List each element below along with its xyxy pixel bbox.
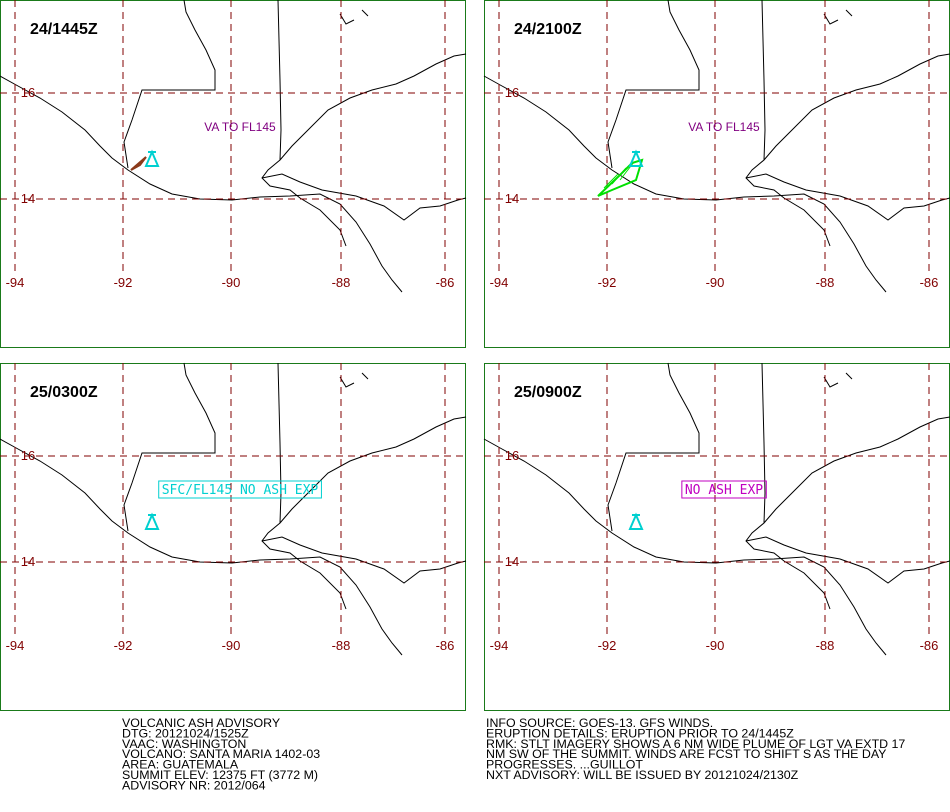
volcano-symbol — [144, 149, 160, 167]
map-panel: -94 -92 -90 -88 -86 16 14 24/2100Z VA TO FL145 — [483, 0, 950, 348]
lat-label: 14 — [21, 554, 35, 569]
lon-label: -86 — [920, 638, 939, 653]
ash-label: SFC/FL145 NO ASH EXP — [162, 483, 319, 498]
lon-label: -92 — [598, 275, 617, 290]
lon-label: -92 — [114, 275, 133, 290]
ash-label: NO ASH EXP — [685, 483, 763, 498]
advisory-line: NXT ADVISORY: WILL BE ISSUED BY 20121024… — [486, 768, 799, 782]
advisory-line: ERUPTION DETAILS: ERUPTION PRIOR TO 24/1… — [486, 726, 794, 740]
advisory-line: AREA: GUATEMALA — [122, 758, 239, 772]
volcano-symbol — [144, 512, 160, 530]
lon-label: -92 — [598, 638, 617, 653]
panel-frame — [0, 363, 466, 711]
panel-frame — [484, 363, 950, 711]
advisory-line: VOLCANIC ASH ADVISORY — [122, 716, 280, 730]
lat-label: 16 — [505, 448, 519, 463]
lon-label: -90 — [222, 275, 241, 290]
label-box — [158, 480, 322, 499]
advisory-line: NM SW OF THE SUMMIT. WINDS ARE FCST TO S… — [486, 747, 886, 761]
lon-label: -94 — [6, 275, 25, 290]
lon-label: -90 — [706, 275, 725, 290]
advisory-line: VAAC: WASHINGTON — [122, 737, 246, 751]
lon-label: -94 — [490, 638, 509, 653]
lat-label: 16 — [21, 448, 35, 463]
lat-label: 16 — [21, 85, 35, 100]
lon-label: -92 — [114, 638, 133, 653]
lat-label: 14 — [505, 191, 519, 206]
lat-label: 14 — [21, 191, 35, 206]
valid-time: 24/1445Z — [30, 21, 98, 38]
lon-label: -90 — [706, 638, 725, 653]
lon-label: -88 — [816, 638, 835, 653]
ash-hatch — [611, 167, 627, 185]
lon-label: -86 — [436, 638, 455, 653]
lon-label: -88 — [332, 638, 351, 653]
volcano-symbol — [628, 149, 644, 167]
lon-label: -94 — [6, 638, 25, 653]
lon-label: -86 — [436, 275, 455, 290]
advisory-line: VOLCANO: SANTA MARIA 1402-03 — [122, 747, 320, 761]
label-box — [681, 480, 767, 499]
valid-time: 24/2100Z — [514, 21, 582, 38]
advisory-line: ADVISORY NR: 2012/064 — [122, 778, 266, 792]
lat-label: 16 — [505, 85, 519, 100]
advisory-line: SUMMIT ELEV: 12375 FT (3772 M) — [122, 768, 318, 782]
panel-frame — [0, 0, 466, 348]
panel-frame — [484, 0, 950, 348]
ash-label: VA TO FL145 — [204, 120, 276, 134]
map-panel: -94 -92 -90 -88 -86 16 14 25/0300Z SFC/FL145 NO … — [0, 362, 467, 711]
lon-label: -90 — [222, 638, 241, 653]
ash-label: VA TO FL145 — [688, 120, 760, 134]
advisory-line: INFO SOURCE: GOES-13. GFS WINDS. — [486, 716, 713, 730]
valid-time: 25/0300Z — [30, 384, 98, 401]
lon-label: -88 — [332, 275, 351, 290]
lon-label: -94 — [490, 275, 509, 290]
volcano-symbol — [628, 512, 644, 530]
lat-label: 14 — [505, 554, 519, 569]
lon-label: -86 — [920, 275, 939, 290]
map-panel: -94 -92 -90 -88 -86 16 14 24/1445Z VA TO FL145 — [0, 0, 467, 348]
ash-hatch — [603, 173, 619, 189]
advisory-line: RMK: STLT IMAGERY SHOWS A 6 NM WIDE PLUM… — [486, 737, 905, 751]
ash-area — [130, 156, 147, 171]
advisory-line: PROGRESSES. ...GUILLOT — [486, 758, 643, 772]
lon-label: -88 — [816, 275, 835, 290]
advisory-line: DTG: 20121024/1525Z — [122, 726, 249, 740]
map-panel: -94 -92 -90 -88 -86 16 14 25/0900Z NO ASH EXP — [483, 362, 950, 711]
valid-time: 25/0900Z — [514, 384, 582, 401]
